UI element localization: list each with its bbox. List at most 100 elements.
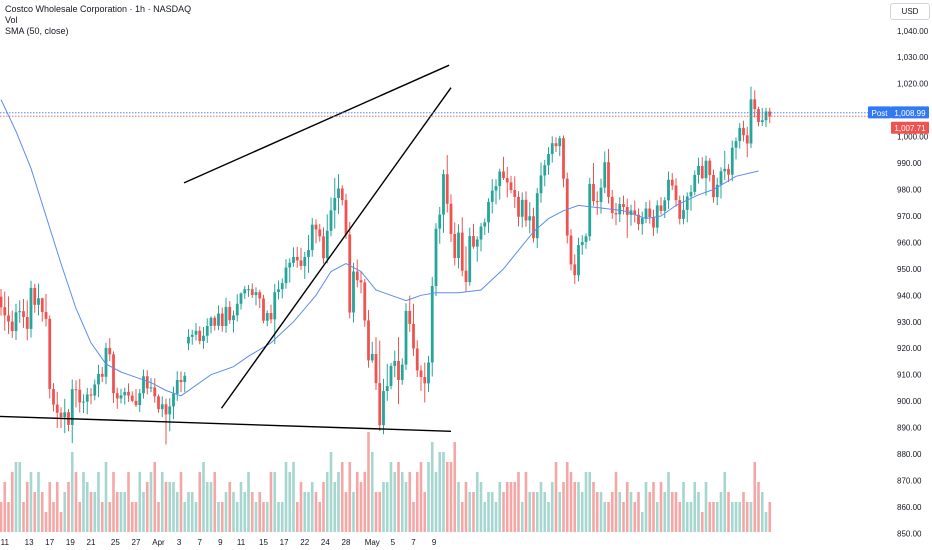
volume-bar	[22, 502, 25, 532]
candle-body	[7, 315, 10, 322]
wedge-support-line	[220, 87, 452, 409]
candle-body	[618, 204, 622, 215]
volume-bar	[408, 472, 412, 532]
currency-selector[interactable]: USD	[890, 3, 930, 20]
volume-bar	[517, 472, 520, 532]
x-tick-label: 24	[321, 538, 330, 547]
volume-bar	[7, 502, 10, 532]
volume-indicator-label[interactable]: Vol	[5, 15, 18, 25]
volume-bar	[299, 482, 303, 532]
candle-body	[719, 171, 723, 185]
candle-body	[295, 256, 299, 261]
candle	[404, 303, 408, 370]
price-level-lines	[0, 112, 885, 117]
candle	[3, 291, 7, 331]
candle	[123, 387, 127, 405]
candle	[243, 286, 247, 300]
volume-bar	[592, 482, 595, 532]
volume-bar	[715, 502, 719, 532]
volume-bar	[648, 492, 652, 532]
y-tick-label: 1,000.00	[897, 133, 929, 142]
volume-bar	[3, 482, 7, 532]
candle-body	[307, 250, 310, 257]
symbol-title[interactable]: Costco Wholesale Corporation · 1h · NASD…	[5, 4, 192, 14]
volume-bar	[663, 492, 667, 532]
price-axis[interactable]: 850.00 860.00 870.00 880.00 890.00 900.00 910.…	[897, 27, 929, 539]
volume-bar	[258, 492, 262, 532]
candle-body	[419, 370, 423, 378]
volume-bar	[528, 492, 532, 532]
x-tick-label: May	[365, 538, 380, 547]
candle	[513, 176, 517, 209]
volume-bar	[273, 472, 277, 532]
candle	[262, 294, 265, 324]
candle-body	[637, 214, 640, 225]
candle-body	[310, 224, 314, 251]
candle-body	[453, 233, 457, 259]
x-tick-label: 28	[342, 538, 351, 547]
candle	[55, 391, 59, 428]
volume-bar	[134, 502, 138, 532]
candle	[78, 378, 82, 413]
volume-bar	[659, 482, 663, 532]
candle	[269, 304, 273, 324]
candle-body	[202, 335, 205, 342]
candle-body	[108, 347, 112, 355]
volume-bar	[29, 472, 33, 532]
volume-bar	[254, 502, 258, 532]
time-axis[interactable]: 11 13 17 19 21 25 27 Apr 3 7 9 11 15 17 22 24 28 May 5 7 9	[1, 538, 437, 547]
post-price-value: 1,008.99	[894, 109, 926, 118]
candle	[640, 211, 644, 235]
x-tick-label: 19	[66, 538, 75, 547]
y-tick-label: 900.00	[897, 397, 922, 406]
volume-bar	[475, 472, 479, 532]
candle	[730, 140, 734, 182]
volume-bar	[25, 482, 29, 532]
volume-bar	[667, 472, 670, 532]
volume-bar	[719, 492, 723, 532]
candle	[592, 163, 595, 206]
candle-body	[78, 389, 82, 403]
candle-body	[633, 210, 637, 215]
candle	[70, 379, 74, 444]
candle-body	[382, 391, 385, 426]
volume-bar	[74, 472, 78, 532]
candle	[693, 170, 697, 196]
y-tick-label: 940.00	[897, 291, 922, 300]
volume-bar	[55, 482, 59, 532]
volume-bar	[685, 502, 689, 532]
volume-bar	[637, 492, 640, 532]
sma-indicator-label[interactable]: SMA (50, close)	[5, 26, 69, 36]
candle-body	[194, 330, 198, 335]
volume-bar	[183, 502, 187, 532]
candle-body	[228, 306, 232, 321]
candle-body	[550, 143, 554, 155]
candle	[565, 172, 569, 244]
candle-body	[464, 270, 468, 283]
x-tick-label: 3	[177, 538, 182, 547]
candle	[322, 227, 325, 264]
candle	[505, 167, 509, 198]
candle	[280, 278, 284, 299]
candle	[63, 398, 67, 434]
candle	[108, 338, 112, 362]
candle-body	[629, 210, 633, 215]
volume-bar	[697, 492, 700, 532]
candle	[119, 388, 123, 404]
candle	[577, 237, 580, 282]
candle-body	[14, 312, 18, 332]
candle-body	[565, 178, 569, 236]
candle-body	[277, 289, 280, 293]
candle-body	[753, 99, 757, 110]
volume-bar	[157, 502, 160, 532]
candle-body	[595, 201, 599, 203]
candle	[288, 258, 292, 283]
candle	[235, 294, 239, 322]
y-tick-label: 920.00	[897, 344, 922, 353]
candle-body	[299, 260, 303, 266]
candle	[48, 315, 52, 399]
x-tick-label: Apr	[152, 538, 165, 547]
candle-body	[449, 203, 453, 234]
candle-body	[344, 200, 348, 235]
